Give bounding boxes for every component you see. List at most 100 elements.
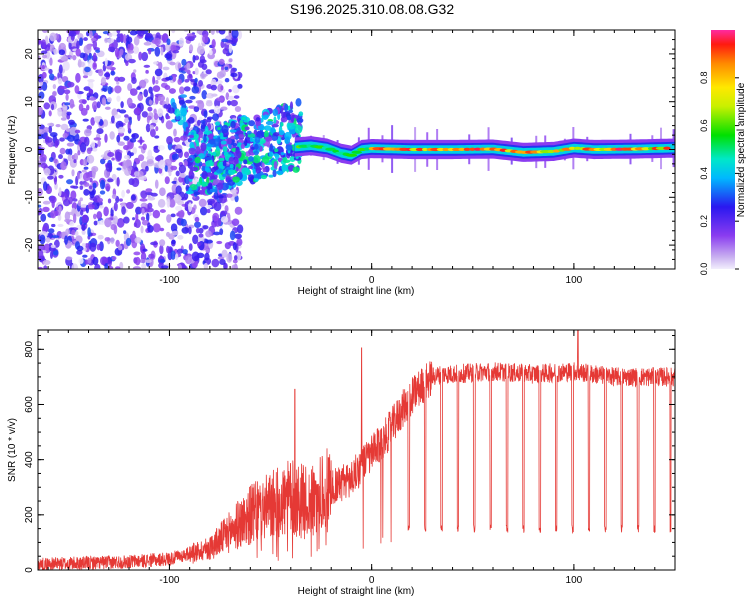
spectrogram-speckle [195,227,200,234]
spectrogram-y-tick-label: -20 [24,237,35,252]
spectrogram-speckle [273,116,277,124]
spectrogram-speckle [105,162,112,172]
spectrogram-x-tick-label: -100 [159,275,179,286]
spectrogram-speckle [224,205,229,212]
spectrogram-speckle [229,230,236,241]
spectrogram-speckle [73,152,79,161]
spectrogram-speckle [68,41,72,50]
spectrogram-speckle [166,245,170,254]
spectrogram-ridge-peak [458,147,466,151]
spectrogram-ridge-peak [436,147,445,152]
spectrogram-speckle [176,248,184,254]
spectrogram-speckle [205,230,212,238]
spectrogram-speckle [79,37,84,46]
spectrogram-speckle [115,151,122,161]
spectrogram-speckle [166,135,173,145]
spectrogram-speckle [57,213,62,222]
spectrogram-speckle [89,177,93,183]
spectrogram-speckle [65,228,70,235]
spectrogram-speckle [249,137,254,143]
spectrogram-speckle [147,106,153,112]
spectrogram-speckle [127,165,133,172]
spectrogram-speckle [83,166,89,170]
spectrogram-speckle [102,119,109,127]
spectrogram-speckle [222,160,227,167]
spectrogram-speckle [76,245,84,252]
spectrogram-speckle [216,71,224,79]
spectrogram-speckle [204,252,210,261]
spectrogram-speckle [42,200,51,205]
spectrogram-speckle [153,61,159,65]
spectrogram-speckle [226,100,232,106]
spectrogram-speckle [50,244,56,249]
spectrogram-speckle [213,191,219,200]
spectrogram-speckle [233,95,240,99]
spectrogram-speckle [81,169,87,173]
spectrogram-speckle [154,68,163,77]
spectrogram-speckle [45,137,53,143]
spectrogram-speckle [168,88,176,94]
spectrogram-speckle [256,172,262,180]
spectrogram-speckle [74,129,81,134]
spectrogram-speckle [155,79,159,85]
spectrogram-speckle [215,30,220,34]
spectrogram-speckle [104,183,111,191]
spectrogram-speckle [173,136,181,143]
spectrogram-speckle [64,102,71,106]
spectrogram-speckle [166,115,171,120]
spectrogram-speckle [40,50,48,55]
spectrogram-speckle [124,114,129,119]
spectrogram-speckle [97,140,101,148]
spectrogram-speckle [149,128,156,138]
spectrogram-speckle [157,94,166,102]
spectrogram-speckle [62,198,71,207]
spectrogram-speckle [232,242,237,251]
spectrogram-speckle [131,76,137,84]
spectrogram-speckle [207,52,215,60]
spectrogram-speckle [248,120,256,127]
spectrogram-speckle [107,178,114,183]
spectrogram-speckle [234,206,243,215]
spectrogram-speckle [234,157,239,164]
spectrogram-speckle [159,187,166,197]
spectrogram-speckle [154,46,161,57]
spectrogram-speckle [109,131,115,140]
spectrogram-speckle [74,230,79,237]
spectrogram-speckle [217,195,224,199]
spectrogram-speckle [93,220,98,226]
spectrogram-speckle [82,158,88,167]
spectrogram-speckle [177,78,182,85]
spectrogram-speckle [139,136,143,146]
spectrogram-speckle [111,173,117,181]
spectrogram-speckle [164,53,172,59]
spectrogram-speckle [116,134,121,143]
spectrogram-speckle [75,30,80,35]
spectrogram-speckle [228,156,235,166]
snr-series-line [38,330,675,570]
spectrogram-speckle [52,83,57,90]
spectrogram-speckle [116,81,120,85]
spectrogram-speckle [185,35,193,41]
spectrogram-speckle [268,174,274,178]
spectrogram-speckle [139,175,147,181]
spectrogram-speckle [131,132,139,140]
spectrogram-speckle [221,249,228,258]
spectrogram-speckle [168,171,172,177]
spectrogram-speckle [228,169,236,175]
spectrogram-speckle [231,192,238,197]
spectrogram-speckle [152,85,161,92]
spectrogram-speckle [40,213,47,222]
spectrogram-speckle [172,50,180,54]
spectrogram-speckle [201,90,208,100]
spectrogram-speckle [50,103,55,111]
spectrogram-speckle [121,189,125,198]
spectrogram-speckle [232,37,238,44]
spectrogram-speckle [77,199,82,207]
spectrogram-speckle [43,265,48,269]
spectrogram-speckle [263,114,269,119]
spectrogram-speckle [124,117,129,124]
spectrogram-speckle [87,203,95,210]
spectrogram-ridge-peak [573,146,582,150]
spectrogram-speckle [221,173,227,177]
